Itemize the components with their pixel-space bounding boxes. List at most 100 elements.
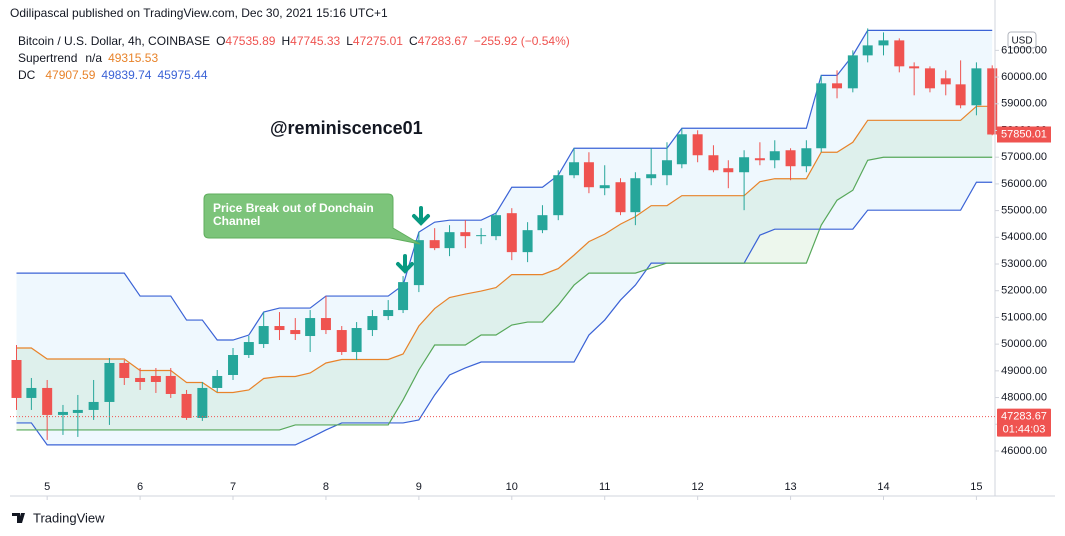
candle-body: [615, 182, 626, 213]
candle-body: [165, 375, 176, 394]
candle-body: [646, 174, 657, 179]
x-tick-label: 15: [970, 481, 982, 493]
y-tick-label: 55000.00: [1001, 205, 1047, 217]
y-tick-label: 48000.00: [1001, 391, 1047, 403]
candle-body: [955, 84, 966, 106]
x-tick-label: 10: [506, 481, 518, 493]
candle-body: [506, 213, 517, 253]
last-price-box: [997, 126, 1051, 143]
candle-body: [305, 318, 316, 337]
currency-box: [1007, 31, 1037, 49]
y-tick-label: 59000.00: [1001, 98, 1047, 110]
ohlc-label: H: [281, 34, 290, 48]
candle-body: [57, 411, 68, 415]
annotation-text: Price Break out of Donchain: [213, 201, 374, 215]
x-tick-label: 12: [692, 481, 704, 493]
countdown: 01:44:03: [1003, 424, 1046, 436]
indicator-line: [16, 156, 993, 431]
legend-symbol: Bitcoin / U.S. Dollar, 4h, COINBASE O4753…: [18, 34, 570, 48]
candle-body: [785, 150, 796, 167]
ohlc-value: 47283.67: [418, 34, 468, 48]
candle-body: [42, 387, 53, 415]
legend-dc: DC 47907.59 49839.74 45975.44: [18, 68, 208, 82]
candle-body: [228, 355, 239, 375]
indicator-name: Supertrend: [18, 51, 77, 65]
candle-body: [862, 45, 873, 56]
footer-brand: TradingView: [33, 510, 105, 525]
y-tick-label: 56000.00: [1001, 178, 1047, 190]
candle-body: [398, 282, 409, 311]
candle-body: [676, 134, 687, 165]
x-tick-label: 9: [416, 481, 422, 493]
indicator-line: [16, 29, 993, 341]
arrow: [396, 254, 414, 274]
ohlc-value: 47745.33: [290, 34, 340, 48]
price-line-box: [997, 408, 1051, 437]
x-tick-label: 14: [877, 481, 889, 493]
y-tick-label: 50000.00: [1001, 338, 1047, 350]
indicator-line: [16, 181, 993, 446]
ohlc-value: 47275.01: [353, 34, 403, 48]
candle-body: [119, 362, 130, 378]
x-tick-label: 8: [323, 481, 329, 493]
candle-body: [490, 215, 501, 237]
candle-body: [537, 215, 548, 231]
y-tick-label: 49000.00: [1001, 365, 1047, 377]
candle-body: [351, 328, 362, 353]
candle-body: [258, 326, 269, 345]
y-tick-label: 52000.00: [1001, 285, 1047, 297]
candle-body: [599, 185, 610, 189]
ohlc-value: 47535.89: [225, 34, 275, 48]
indicator-value: n/a: [85, 51, 102, 65]
candle-body: [769, 151, 780, 161]
ohlc-label: C: [409, 34, 418, 48]
indicator-value: 47907.59: [45, 68, 95, 82]
legend-supertrend: Supertrend n/a 49315.53: [18, 51, 158, 65]
annotation-text: Channel: [213, 214, 260, 228]
x-tick-label: 5: [44, 481, 50, 493]
y-tick-label: 57000.00: [1001, 151, 1047, 163]
candle-body: [553, 175, 564, 216]
candle-body: [444, 232, 455, 249]
candle-body: [630, 178, 641, 213]
candle-body: [212, 375, 223, 388]
candle-body: [72, 409, 83, 413]
candle-body: [26, 387, 37, 398]
symbol: Bitcoin / U.S. Dollar, 4h, COINBASE: [18, 34, 210, 48]
candle-body: [413, 240, 424, 286]
candle-body: [723, 168, 734, 173]
currency: USD: [1011, 36, 1032, 47]
candle-body: [88, 401, 99, 410]
candle-body: [816, 83, 827, 149]
candle-body: [692, 134, 703, 156]
candle-body: [708, 155, 719, 171]
candle-body: [924, 68, 935, 89]
y-tick-label: 54000.00: [1001, 231, 1047, 243]
candle-body: [522, 230, 533, 253]
x-tick-label: 13: [784, 481, 796, 493]
x-tick-label: 6: [137, 481, 143, 493]
watermark: @reminiscence01: [270, 118, 423, 138]
candle-body: [290, 330, 301, 335]
indicator-line: [16, 105, 993, 394]
published-note: Odilipascal published on TradingView.com…: [10, 6, 388, 20]
y-tick-label: 51000.00: [1001, 311, 1047, 323]
candle-body: [336, 330, 347, 353]
candle-body: [739, 157, 750, 173]
change: −255.92 (−0.54%): [474, 34, 570, 48]
candle-body: [460, 232, 471, 237]
candle-body: [197, 387, 208, 418]
candle-body: [274, 326, 285, 331]
y-tick-label: 53000.00: [1001, 258, 1047, 270]
candle-body: [847, 55, 858, 89]
indicator-name: DC: [18, 68, 36, 82]
x-tick-label: 7: [230, 481, 236, 493]
candle-body: [878, 40, 889, 46]
candle-body: [367, 316, 378, 331]
candle-body: [940, 78, 951, 85]
candle-body: [320, 318, 331, 331]
candle-body: [894, 40, 905, 67]
indicator-value: 49315.53: [108, 51, 158, 65]
price-line-label: 47283.67: [1001, 411, 1047, 423]
